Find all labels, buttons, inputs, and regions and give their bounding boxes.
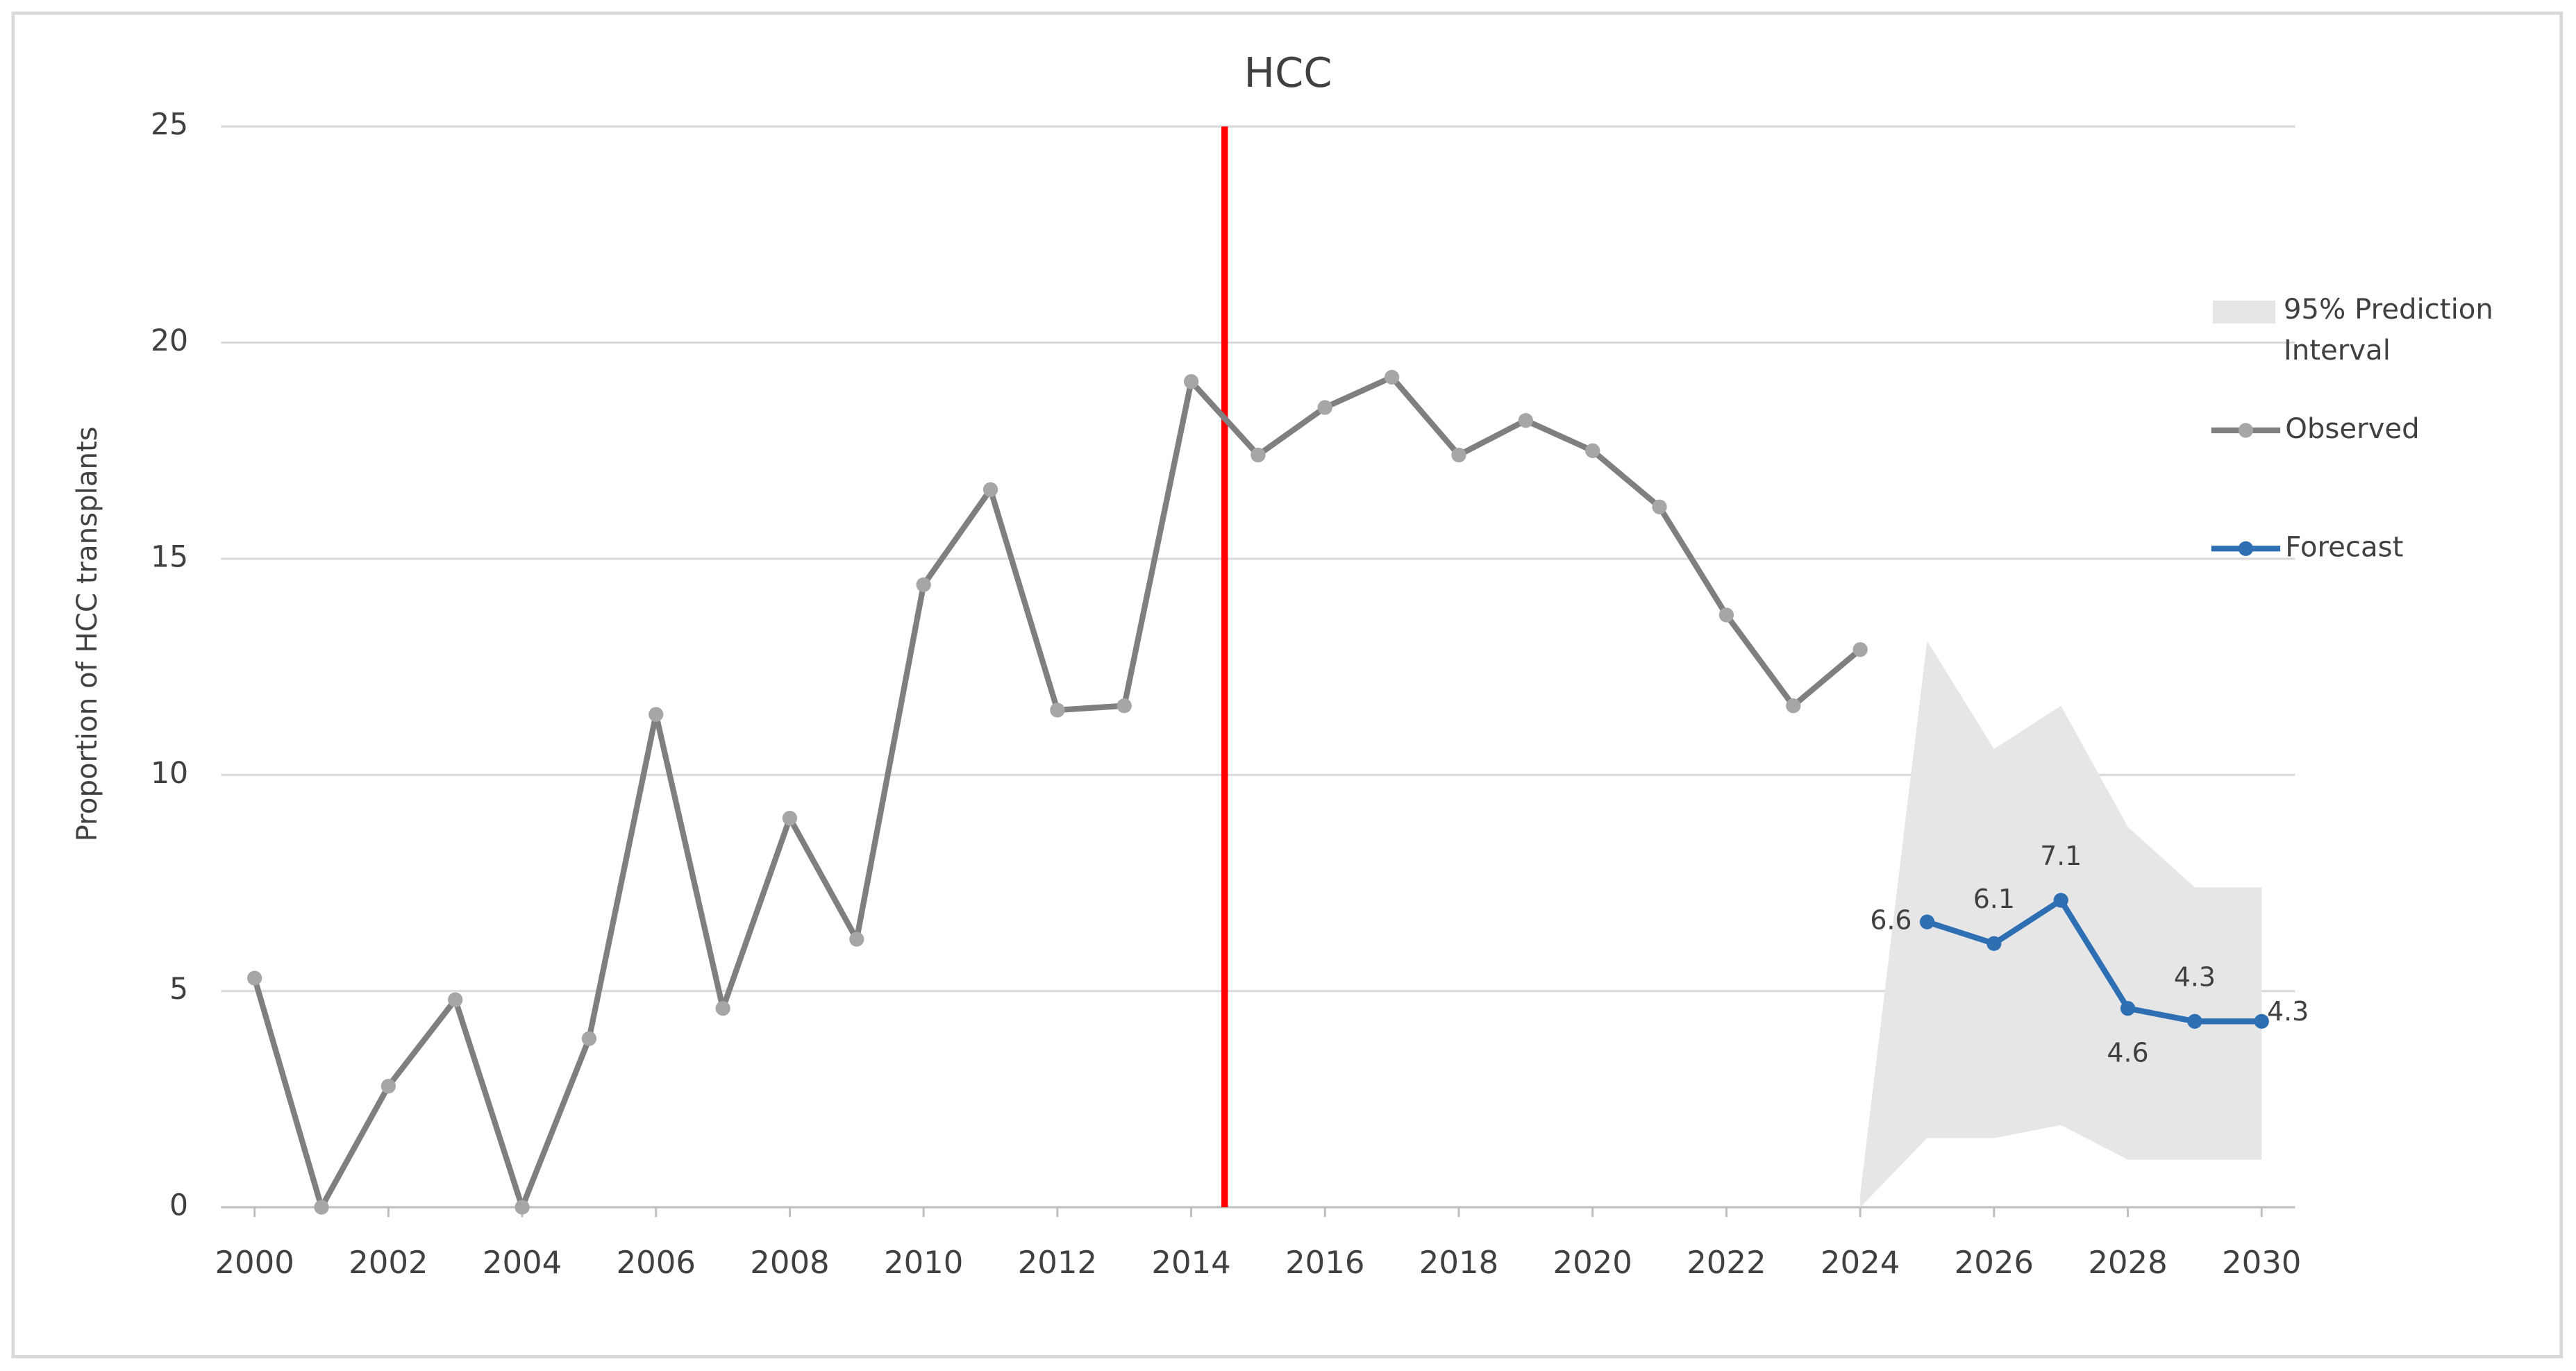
marker — [448, 992, 463, 1007]
legend-label: 95% Prediction Interval — [2283, 294, 2493, 369]
y-tick-label: 0 — [169, 1188, 188, 1223]
marker — [1317, 400, 1332, 415]
chart-title: HCC — [1244, 49, 1332, 96]
prediction-band — [1860, 641, 2262, 1208]
marker — [1987, 936, 2002, 951]
legend-item: 95% Prediction Interval — [2283, 294, 2493, 369]
marker — [649, 707, 664, 722]
x-tick-label: 2018 — [1419, 1244, 1498, 1281]
data-label: 6.6 — [1870, 905, 1912, 936]
x-tick-label: 2012 — [1018, 1244, 1097, 1281]
x-tick-label: 2004 — [483, 1244, 562, 1281]
legend-swatch — [2213, 301, 2276, 324]
legend-label: Forecast — [2285, 531, 2403, 563]
marker — [715, 1000, 730, 1016]
marker — [515, 1200, 530, 1215]
marker — [1116, 698, 1132, 714]
legend-marker — [2238, 541, 2254, 556]
marker — [2254, 1013, 2269, 1029]
x-tick-label: 2014 — [1151, 1244, 1230, 1281]
marker — [1050, 703, 1065, 718]
marker — [2187, 1013, 2202, 1029]
marker — [1652, 499, 1667, 514]
marker — [916, 577, 931, 592]
marker — [581, 1031, 597, 1046]
marker — [982, 482, 998, 497]
marker — [1852, 642, 1868, 657]
data-label: 4.3 — [2267, 996, 2309, 1027]
y-axis-label: Proportion of HCC transplants — [72, 426, 103, 841]
marker — [247, 970, 262, 986]
x-tick-label: 2028 — [2088, 1244, 2167, 1281]
x-tick-label: 2022 — [1687, 1244, 1766, 1281]
marker — [1718, 607, 1734, 623]
marker — [782, 810, 798, 826]
y-tick-label: 15 — [151, 539, 188, 574]
series-line — [1926, 897, 2262, 1025]
marker — [1384, 369, 1400, 385]
x-tick-label: 2026 — [1955, 1244, 2034, 1281]
x-tick-label: 2024 — [1821, 1244, 1900, 1281]
data-label: 7.1 — [2040, 841, 2082, 871]
y-tick-label: 5 — [169, 972, 188, 1007]
x-tick-label: 2016 — [1285, 1244, 1364, 1281]
data-label: 4.3 — [2174, 961, 2216, 992]
y-tick-label: 25 — [151, 108, 188, 142]
marker — [314, 1200, 329, 1215]
legend-marker — [2238, 423, 2254, 438]
data-label: 4.6 — [2107, 1037, 2148, 1068]
x-tick-label: 2008 — [750, 1244, 829, 1281]
x-tick-label: 2020 — [1553, 1244, 1632, 1281]
marker — [380, 1079, 396, 1094]
marker — [1251, 447, 1266, 463]
x-tick-label: 2010 — [884, 1244, 963, 1281]
marker — [2053, 893, 2068, 908]
y-tick-label: 10 — [151, 756, 188, 791]
x-tick-label: 2002 — [349, 1244, 428, 1281]
marker — [2120, 1000, 2136, 1016]
x-tick-label: 2006 — [617, 1244, 696, 1281]
data-label: 6.1 — [1973, 884, 2015, 914]
marker — [1518, 413, 1533, 428]
x-tick-label: 2030 — [2222, 1244, 2301, 1281]
marker — [1919, 914, 1935, 930]
y-tick-label: 20 — [151, 323, 188, 358]
marker — [1451, 447, 1466, 463]
marker — [1585, 443, 1600, 458]
marker — [1786, 698, 1801, 714]
marker — [849, 932, 864, 947]
x-tick-label: 2000 — [215, 1244, 294, 1281]
legend-label: Observed — [2285, 413, 2420, 445]
marker — [1183, 373, 1199, 389]
